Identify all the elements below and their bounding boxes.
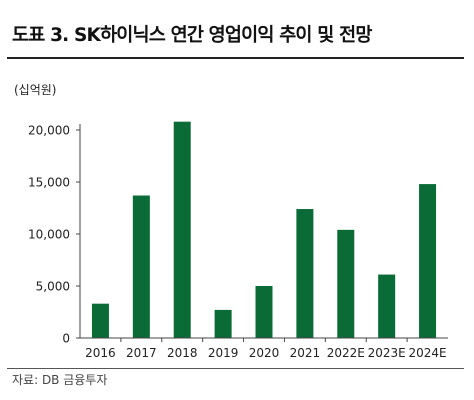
y-tick-label: 0 <box>62 332 70 346</box>
chart-title: 도표 3. SK하이닉스 연간 영업이익 추이 및 전망 <box>12 25 372 46</box>
x-tick-label: 2018 <box>167 346 198 360</box>
x-tick-label: 2022E <box>327 346 365 360</box>
x-axis: 2016 2017 2018 2019 2020 2021 2022E 2023E 2024E <box>80 337 448 360</box>
source-divider <box>7 368 464 369</box>
bar-2020 <box>255 286 273 338</box>
y-tick-label: 5,000 <box>36 280 70 294</box>
bar-2022e <box>337 229 355 338</box>
x-tick-label: 2019 <box>208 346 239 360</box>
x-tick-label: 2017 <box>126 346 157 360</box>
bar-2023e <box>378 274 396 338</box>
y-tick-label: 10,000 <box>28 228 70 242</box>
x-tick-label: 2024E <box>408 346 446 360</box>
bar-2018 <box>173 121 191 339</box>
x-tick-label: 2020 <box>249 346 280 360</box>
bar-2019 <box>214 309 232 338</box>
y-tick-label: 20,000 <box>28 124 70 138</box>
bar-2021 <box>296 209 314 338</box>
bar-2016 <box>91 303 109 338</box>
y-tick-label: 15,000 <box>28 176 70 190</box>
bar-2017 <box>132 195 150 338</box>
y-unit-label: (십억원) <box>14 83 56 97</box>
x-tick-label: 2021 <box>290 346 321 360</box>
bar-2024e <box>419 184 437 338</box>
x-tick-label: 2016 <box>85 346 116 360</box>
x-tick-label: 2023E <box>368 346 406 360</box>
bars <box>91 121 437 339</box>
source-note: 자료: DB 금융투자 <box>12 373 108 387</box>
y-axis: 0 5,000 10,000 15,000 20,000 <box>28 124 81 346</box>
title-divider <box>7 57 464 59</box>
